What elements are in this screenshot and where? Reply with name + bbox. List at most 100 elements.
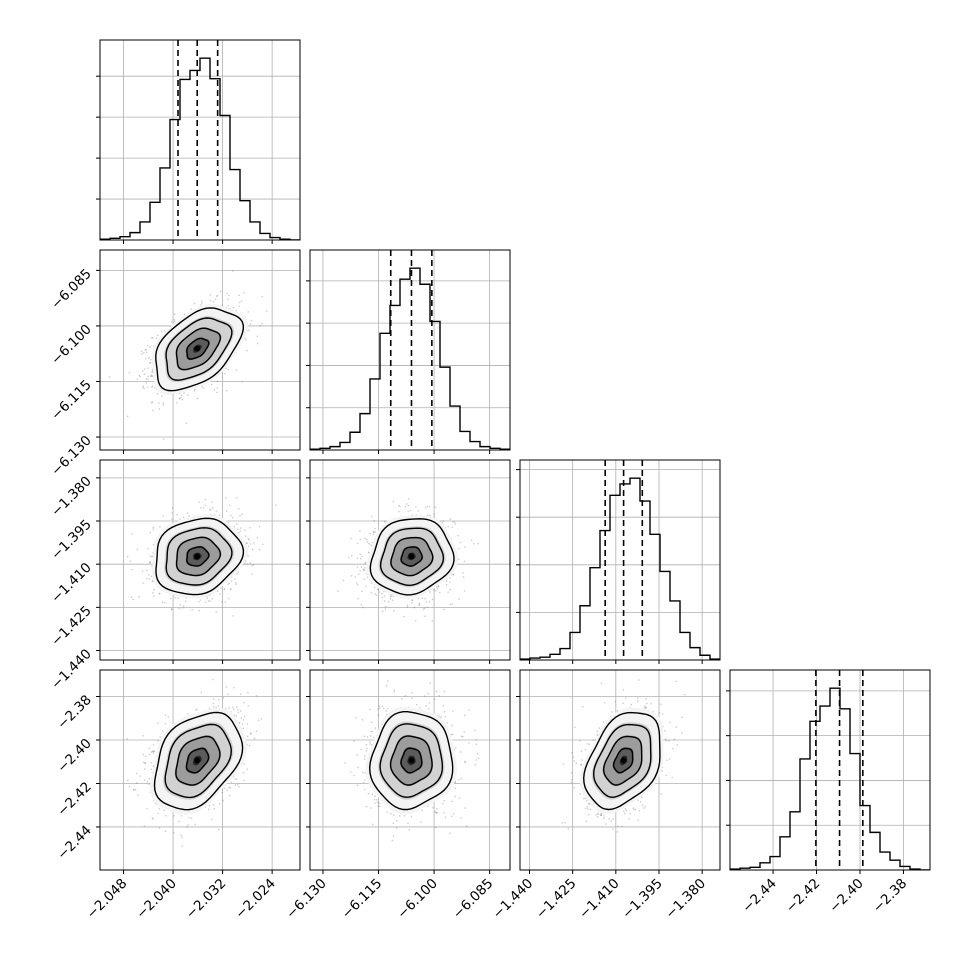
scatter-point	[242, 719, 245, 721]
scatter-point	[429, 682, 432, 684]
scatter-point	[164, 714, 167, 717]
scatter-point	[441, 521, 444, 524]
scatter-point	[398, 505, 401, 508]
scatter-point	[442, 705, 445, 707]
scatter-point	[262, 543, 264, 546]
scatter-point	[437, 585, 440, 587]
y-tick-label: −6.115	[48, 377, 95, 424]
scatter-point	[225, 510, 228, 512]
scatter-point	[407, 822, 409, 824]
scatter-point	[581, 705, 584, 708]
density-peak	[194, 757, 201, 764]
panel-frame	[309, 459, 511, 661]
scatter-point	[259, 324, 262, 327]
scatter-point	[240, 300, 243, 302]
scatter-point	[173, 320, 176, 323]
scatter-point	[229, 504, 231, 507]
scatter-point	[230, 588, 232, 591]
scatter-point	[178, 397, 181, 400]
scatter-point	[423, 695, 426, 698]
scatter-point	[587, 808, 589, 810]
scatter-point	[433, 589, 435, 591]
scatter-point	[463, 760, 466, 763]
scatter-point	[255, 730, 258, 732]
scatter-point	[158, 807, 161, 810]
scatter-point	[152, 543, 155, 546]
scatter-point	[200, 304, 202, 306]
scatter-point	[108, 376, 111, 378]
scatter-point	[391, 839, 394, 842]
scatter-point	[605, 823, 607, 825]
scatter-point	[178, 820, 180, 823]
scatter-point	[170, 608, 173, 610]
scatter-point	[241, 381, 244, 383]
scatter-point	[126, 738, 129, 740]
scatter-point	[141, 386, 144, 389]
scatter-point	[167, 716, 170, 718]
scatter-point	[432, 806, 434, 809]
scatter-point	[246, 563, 249, 565]
histogram-step-line	[100, 57, 300, 240]
scatter-point	[356, 542, 359, 545]
scatter-point	[378, 705, 381, 708]
scatter-point	[470, 539, 473, 542]
scatter-point	[171, 507, 174, 509]
scatter-point	[362, 606, 364, 609]
scatter-point	[128, 785, 131, 788]
scatter-point	[383, 600, 386, 602]
density-peak	[408, 553, 415, 560]
scatter-point	[136, 378, 139, 380]
scatter-point	[237, 709, 239, 711]
scatter-point	[428, 702, 431, 704]
scatter-point	[211, 598, 213, 600]
scatter-point	[240, 717, 243, 719]
scatter-point	[209, 299, 212, 302]
scatter-point	[475, 759, 478, 761]
scatter-point	[449, 518, 452, 520]
scatter-point	[237, 711, 240, 714]
scatter-point	[431, 598, 434, 601]
scatter-point	[410, 692, 413, 694]
scatter-point	[145, 351, 148, 353]
scatter-point	[451, 800, 454, 803]
scatter-point	[403, 615, 405, 618]
scatter-point	[375, 594, 378, 597]
scatter-point	[659, 703, 662, 706]
scatter-point	[381, 610, 384, 613]
scatter-point	[612, 818, 615, 820]
scatter-point	[384, 521, 387, 523]
scatter-point	[246, 349, 248, 352]
scatter-point	[434, 590, 437, 592]
scatter-point	[378, 591, 381, 593]
x-tick-label: −6.130	[283, 876, 330, 923]
scatter-point	[416, 703, 418, 706]
scatter-point	[622, 702, 624, 705]
scatter-point	[147, 574, 150, 576]
scatter-point	[366, 540, 369, 543]
scatter-point	[145, 382, 148, 384]
scatter-point	[145, 577, 148, 580]
scatter-point	[234, 778, 236, 780]
scatter-point	[132, 598, 134, 601]
scatter-point	[231, 706, 234, 709]
scatter-point	[131, 533, 133, 535]
scatter-point	[573, 760, 576, 762]
scatter-point	[258, 525, 261, 528]
scatter-point	[236, 523, 238, 525]
scatter-point	[230, 580, 233, 583]
scatter-point	[184, 600, 187, 603]
scatter-point	[580, 764, 583, 766]
scatter-point	[472, 543, 475, 545]
scatter-point	[462, 572, 464, 574]
scatter-point	[669, 721, 671, 724]
scatter-point	[183, 392, 185, 394]
scatter-point	[372, 530, 375, 533]
scatter-point	[141, 370, 144, 372]
scatter-point	[378, 802, 381, 805]
scatter-point	[223, 588, 226, 591]
scatter-point	[453, 521, 456, 524]
scatter-point	[247, 545, 250, 547]
scatter-point	[365, 805, 368, 808]
scatter-point	[633, 808, 635, 811]
scatter-point	[194, 388, 196, 391]
